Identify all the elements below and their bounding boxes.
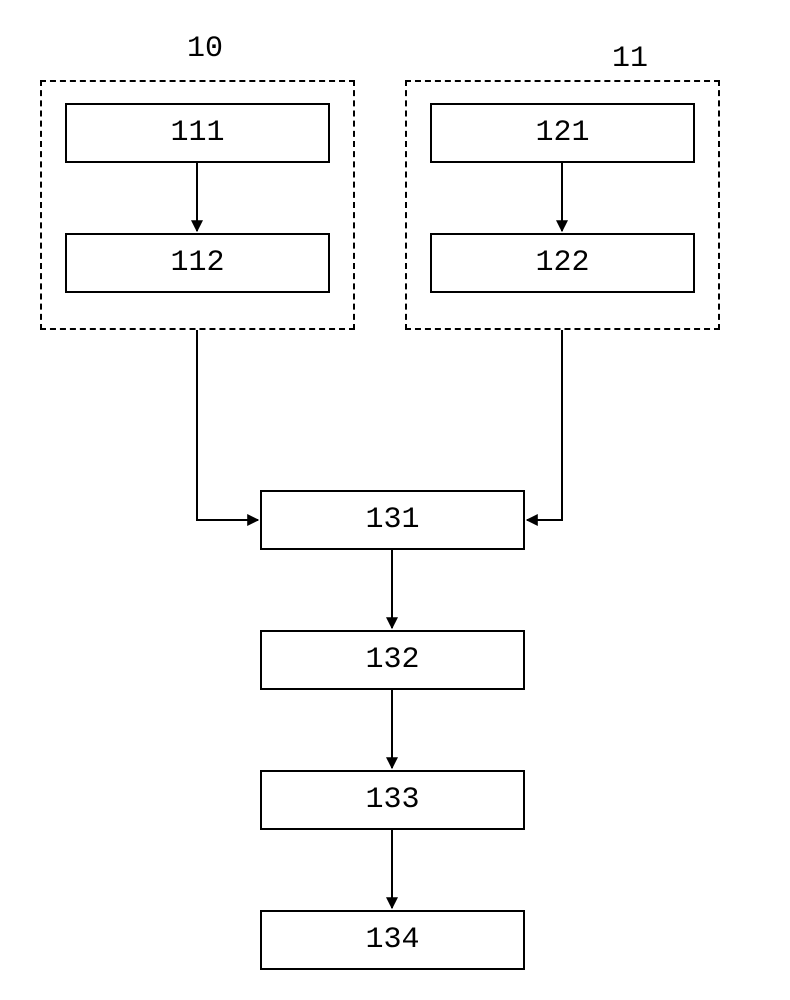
node-134: 134 [260, 910, 525, 970]
group-label-11: 11 [610, 42, 650, 76]
node-133: 133 [260, 770, 525, 830]
diagram-canvas: 10 11 111 112 121 122 13 [0, 0, 790, 1000]
node-131: 131 [260, 490, 525, 550]
edge-g11-131 [527, 330, 562, 520]
group-label-10: 10 [185, 32, 225, 66]
node-label: 122 [535, 246, 589, 280]
node-121: 121 [430, 103, 695, 163]
node-label: 133 [365, 783, 419, 817]
node-label: 112 [170, 246, 224, 280]
node-label: 134 [365, 923, 419, 957]
node-label: 131 [365, 503, 419, 537]
node-111: 111 [65, 103, 330, 163]
node-label: 111 [170, 116, 224, 150]
node-label: 121 [535, 116, 589, 150]
edge-g10-131 [197, 330, 258, 520]
node-112: 112 [65, 233, 330, 293]
node-132: 132 [260, 630, 525, 690]
node-122: 122 [430, 233, 695, 293]
node-label: 132 [365, 643, 419, 677]
